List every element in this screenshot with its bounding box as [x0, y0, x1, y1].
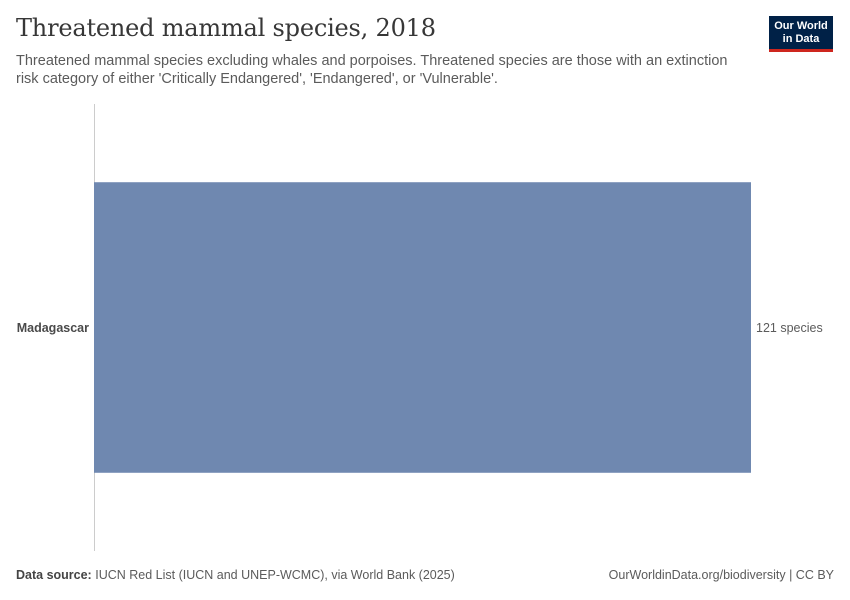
bar-chart: Madagascar 121 species	[17, 104, 823, 551]
owid-logo[interactable]: Our World in Data	[769, 16, 833, 52]
bar-madagascar[interactable]	[94, 182, 751, 473]
attribution-link[interactable]: OurWorldinData.org/biodiversity | CC BY	[608, 568, 834, 582]
chart-subtitle: Threatened mammal species excluding whal…	[16, 53, 728, 87]
data-source-label: Data source:	[16, 568, 92, 582]
logo-line-1: Our World	[774, 20, 828, 32]
value-label: 121 species	[756, 321, 823, 335]
logo-line-2: in Data	[782, 32, 820, 45]
chart-title: Threatened mammal species, 2018	[16, 14, 436, 42]
data-source-text: IUCN Red List (IUCN and UNEP-WCMC), via …	[95, 568, 455, 582]
data-source: Data source: IUCN Red List (IUCN and UNE…	[16, 568, 455, 582]
category-label: Madagascar	[17, 321, 89, 335]
bars-group: Madagascar 121 species	[17, 182, 823, 473]
